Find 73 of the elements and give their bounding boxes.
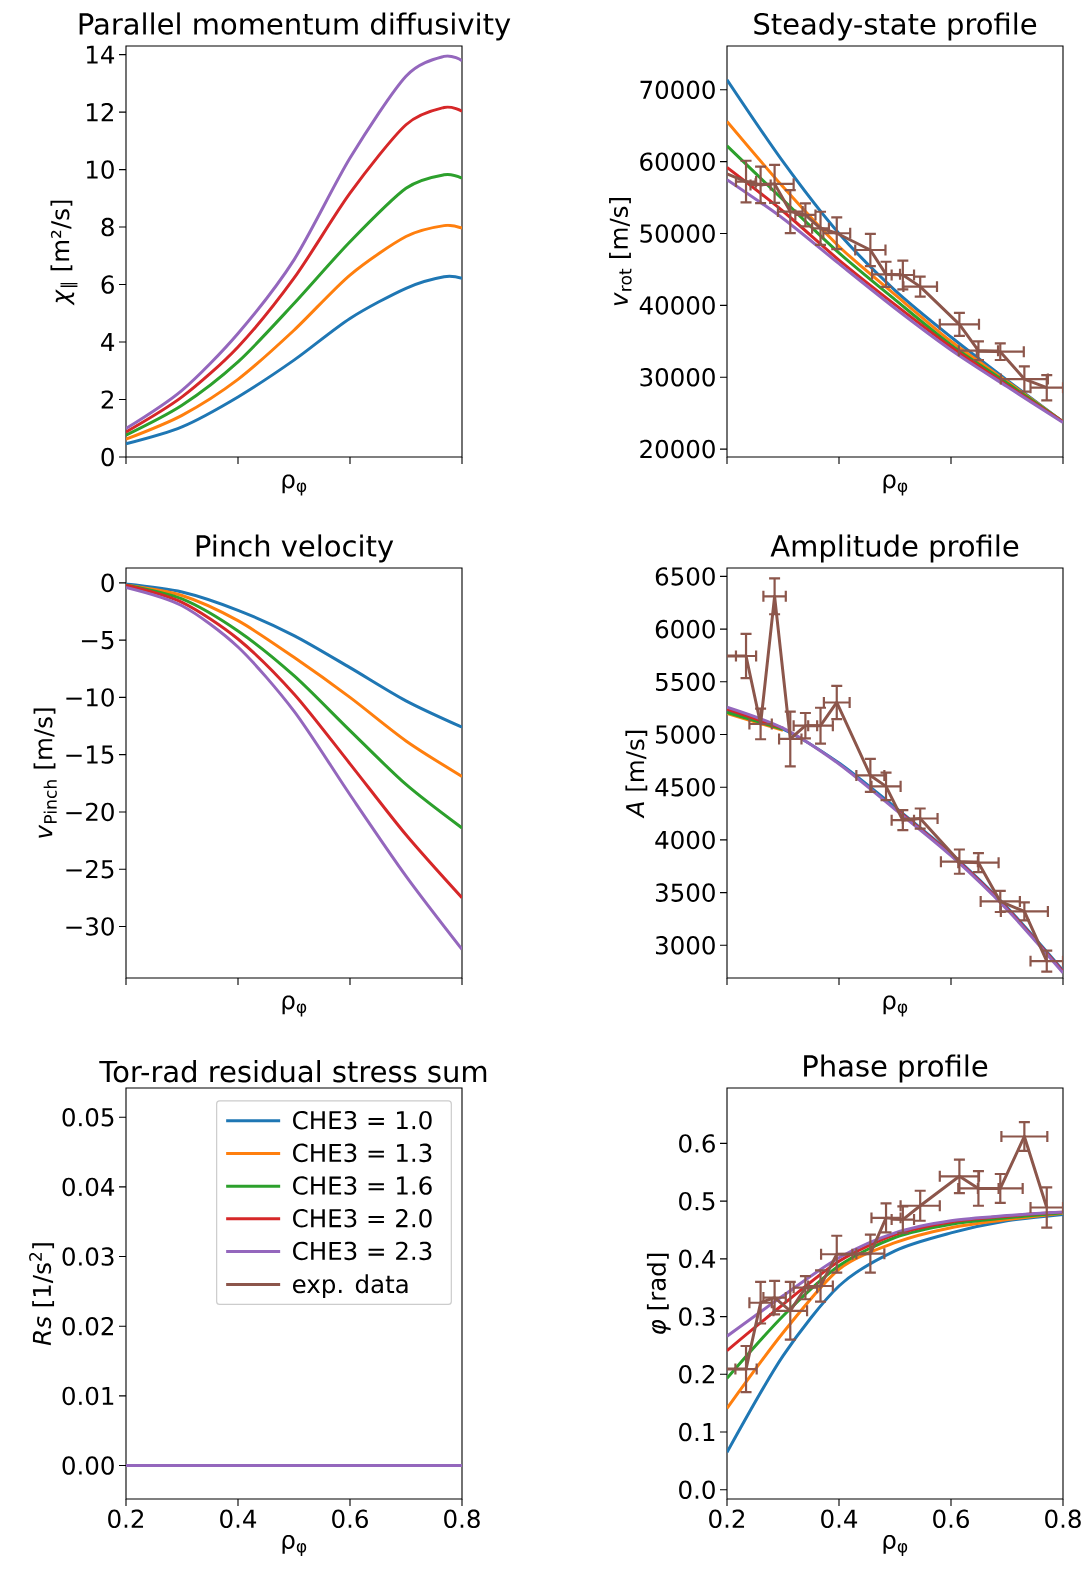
y-axis-title: φ [rad] — [646, 1253, 671, 1334]
y-tick-label: 0.3 — [679, 1307, 715, 1326]
y-tick-label: 12 — [86, 103, 113, 122]
x-tick-label: 0.4 — [821, 1509, 858, 1529]
x-tick-label: 0.8 — [444, 1509, 480, 1529]
y-tick-label: 0.04 — [62, 1177, 115, 1197]
y-tick-label: 2 — [101, 390, 113, 409]
y-tick-label: −20 — [66, 802, 114, 822]
y-tick-label: 3500 — [655, 883, 715, 902]
chart-title: Phase profile — [804, 1054, 988, 1083]
y-tick-label: 6000 — [655, 619, 715, 639]
y-tick-label: 5500 — [656, 672, 715, 692]
y-tick-label: 0.4 — [679, 1249, 716, 1269]
y-tick-label: 0.00 — [62, 1456, 114, 1475]
chart-title: Parallel momentum diffusivity — [79, 12, 511, 41]
y-tick-label: 4500 — [655, 777, 715, 797]
x-tick-label: 0.4 — [220, 1509, 257, 1529]
x-axis-title: ρ$_{φ}$ — [282, 474, 307, 496]
y-tick-label: −25 — [66, 859, 114, 879]
y-tick-label: −10 — [66, 688, 114, 707]
y-tick-label: 6500 — [655, 567, 715, 586]
y-tick-label: 40000 — [639, 296, 715, 315]
y-tick-label: 3000 — [655, 936, 715, 955]
y-tick-label: 50000 — [640, 224, 715, 243]
chart-title: Amplitude profile — [770, 534, 1019, 563]
x-axis-title: ρ$_{φ}$ — [883, 474, 908, 496]
chart-title: Steady-state profile — [754, 12, 1037, 41]
y-tick-label: 0.0 — [679, 1480, 715, 1500]
y-tick-label: 0.01 — [62, 1386, 114, 1406]
legend-label: CHE3 = 2.3 — [293, 1241, 432, 1261]
legend-label: exp. data — [293, 1274, 408, 1299]
y-tick-label: 0.02 — [62, 1316, 113, 1336]
y-axis-title: v$_{rot}$ [m/s] — [609, 198, 632, 306]
y-axis-title: χ$_{∥}$ [m²/s] — [50, 200, 78, 306]
y-tick-label: 0.03 — [62, 1247, 114, 1266]
y-tick-label: 5000 — [656, 725, 715, 744]
y-tick-label: 60000 — [640, 152, 715, 171]
x-axis-title: ρ$_{φ}$ — [282, 995, 307, 1017]
y-tick-label: 0 — [101, 447, 114, 467]
legend-label: CHE3 = 2.0 — [293, 1208, 432, 1228]
x-tick-label: 0.2 — [709, 1509, 745, 1529]
y-tick-label: −30 — [66, 917, 114, 936]
x-axis-title: ρ$_{φ}$ — [282, 1534, 307, 1556]
y-tick-label: 8 — [101, 217, 114, 237]
y-tick-label: 0.05 — [62, 1107, 114, 1127]
y-tick-label: 0 — [101, 573, 114, 593]
y-tick-label: 0.2 — [679, 1365, 714, 1384]
y-tick-label: 6 — [101, 275, 114, 294]
y-axis-title: A [m/s] — [625, 730, 648, 819]
y-tick-label: 0.1 — [679, 1422, 715, 1442]
x-tick-label: 0.8 — [1045, 1509, 1081, 1529]
y-axis-title: v$_{Pinch}$ [m/s] — [33, 708, 57, 838]
legend-label: CHE3 = 1.3 — [293, 1143, 432, 1163]
legend-label: CHE3 = 1.0 — [293, 1110, 432, 1130]
y-tick-label: −15 — [66, 745, 114, 764]
x-axis-title: ρ$_{φ}$ — [883, 1534, 908, 1556]
y-tick-label: 30000 — [640, 367, 715, 387]
x-tick-label: 0.6 — [332, 1509, 368, 1529]
x-axis-title: ρ$_{φ}$ — [883, 995, 908, 1017]
y-tick-label: 4 — [101, 333, 115, 351]
y-tick-label: 10 — [86, 160, 114, 179]
y-axis-title: Rs [1/s$^{2}$] — [29, 1243, 55, 1346]
y-tick-label: 70000 — [640, 80, 715, 100]
chart-title: Pinch velocity — [196, 534, 394, 563]
legend-label: CHE3 = 1.6 — [293, 1176, 432, 1195]
y-tick-label: 14 — [86, 45, 115, 64]
y-tick-label: 0.5 — [679, 1191, 715, 1211]
y-tick-label: 4000 — [655, 830, 715, 850]
x-tick-label: 0.6 — [933, 1509, 969, 1529]
y-tick-label: 20000 — [640, 439, 715, 459]
chart-title: Tor-rad residual stress sum — [99, 1060, 487, 1083]
y-tick-label: 0.6 — [679, 1134, 715, 1153]
y-tick-label: −5 — [81, 631, 114, 650]
